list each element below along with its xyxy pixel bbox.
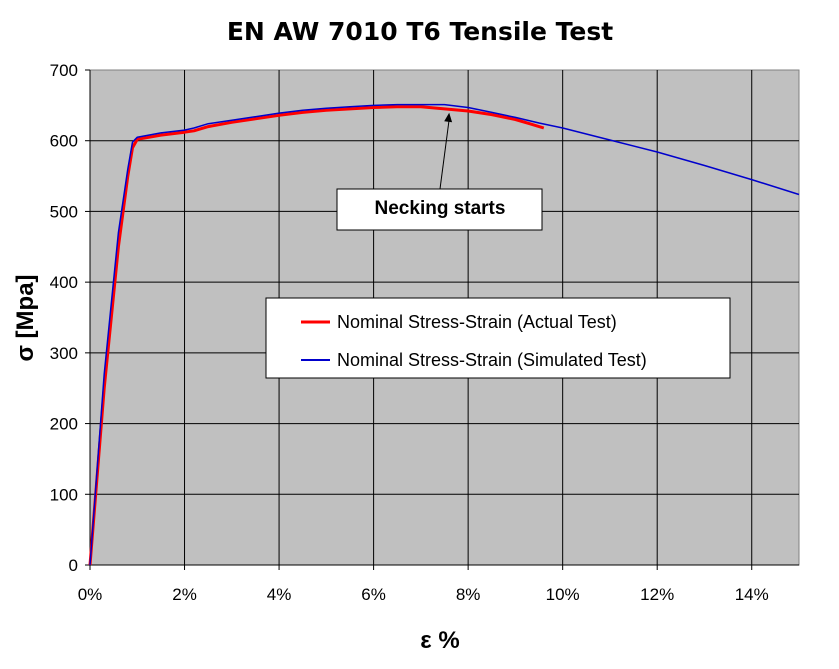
- legend-label-actual: Nominal Stress-Strain (Actual Test): [337, 312, 617, 332]
- x-tick-label: 4%: [267, 585, 292, 604]
- x-tick-label: 8%: [456, 585, 481, 604]
- y-tick-label: 300: [50, 344, 78, 363]
- series-line-actual: [88, 105, 545, 566]
- legend-label-simulated: Nominal Stress-Strain (Simulated Test): [337, 350, 647, 370]
- y-axis-label: σ [Mpa]: [12, 274, 39, 361]
- x-axis-ticks: 0% 2% 4% 6% 8% 10% 12% 14%: [78, 565, 769, 604]
- x-tick-label: 10%: [546, 585, 580, 604]
- x-tick-label: 6%: [361, 585, 386, 604]
- x-axis-label: ε %: [420, 627, 459, 654]
- legend: Nominal Stress-Strain (Actual Test) Nomi…: [265, 297, 731, 379]
- y-axis-ticks: 0 100 200 300 400 500 600 700: [50, 61, 90, 575]
- annotation-arrowhead: [444, 112, 453, 123]
- legend-box: [265, 297, 731, 379]
- x-tick-label: 0%: [78, 585, 103, 604]
- x-tick-label: 12%: [640, 585, 674, 604]
- y-tick-label: 200: [50, 415, 78, 434]
- x-tick-label: 2%: [172, 585, 197, 604]
- y-tick-label: 700: [50, 61, 78, 80]
- annotation: Necking starts: [336, 112, 543, 231]
- y-tick-label: 600: [50, 132, 78, 151]
- annotation-arrow: [439, 118, 450, 190]
- y-tick-label: 500: [50, 202, 78, 221]
- series-lines: [88, 103, 800, 566]
- y-tick-label: 400: [50, 273, 78, 292]
- series-line-simulated: [89, 103, 800, 566]
- y-tick-label: 100: [50, 485, 78, 504]
- y-tick-label: 0: [69, 556, 78, 575]
- x-tick-label: 14%: [735, 585, 769, 604]
- annotation-text: Necking starts: [375, 198, 506, 219]
- chart-title: EN AW 7010 T6 Tensile Test: [227, 17, 613, 46]
- annotation-box: [336, 188, 543, 231]
